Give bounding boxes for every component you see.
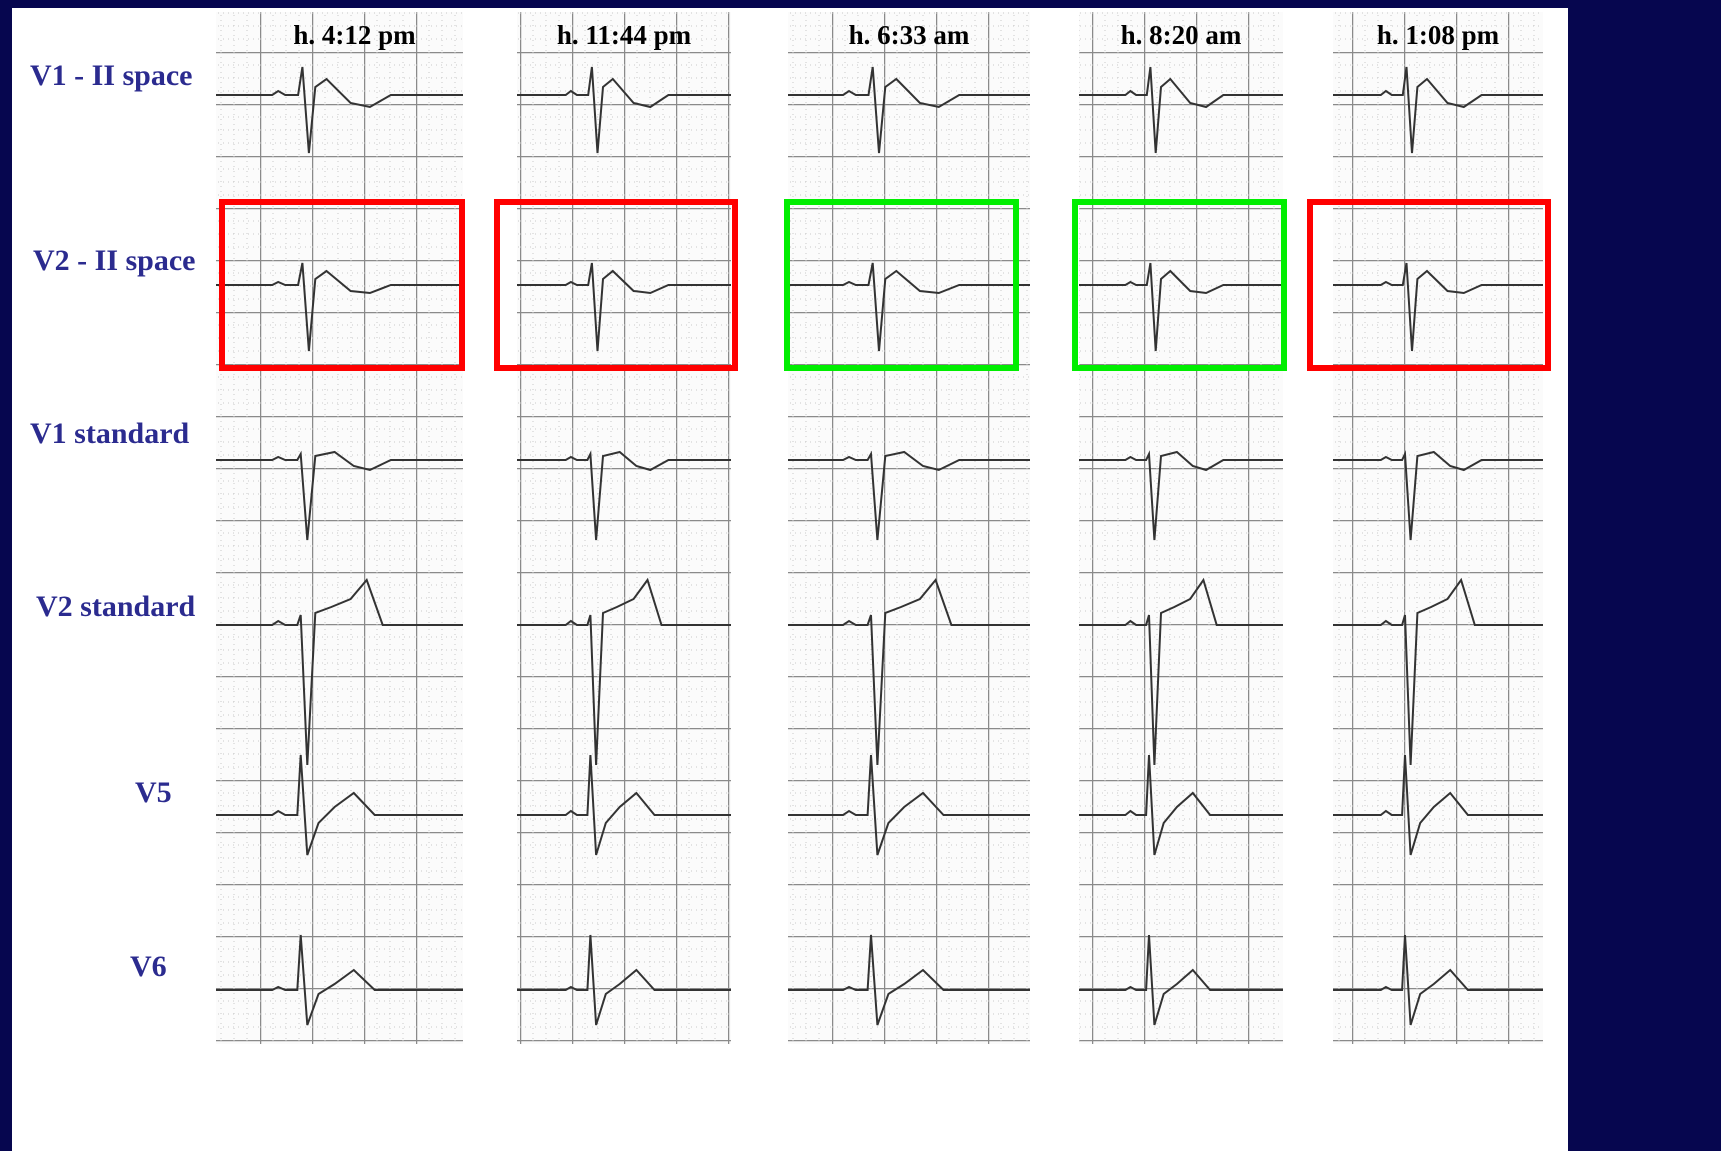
time-label: h. 8:20 am (1121, 20, 1242, 50)
lead-label: V1 standard (30, 417, 190, 450)
ecg-strip (216, 12, 463, 1044)
time-label: h. 11:44 pm (557, 20, 692, 50)
time-label: h. 1:08 pm (1377, 20, 1500, 50)
slide: h. 4:12 pm h. 11:44 pm h. 6:33 am h. 8:20 a… (0, 0, 1721, 1151)
lead-label: V6 (130, 950, 167, 983)
ecg-strip (788, 12, 1030, 1044)
ecg-strip (1333, 12, 1543, 1044)
lead-label: V1 - II space (30, 59, 193, 92)
time-label: h. 4:12 pm (293, 20, 416, 50)
lead-label: V5 (135, 776, 172, 809)
ecg-strip (1079, 12, 1283, 1044)
ecg-strip (517, 12, 731, 1044)
time-label: h. 6:33 am (849, 20, 970, 50)
ecg-strips (216, 12, 1548, 1044)
lead-label: V2 standard (36, 590, 196, 623)
lead-label: V2 - II space (33, 244, 196, 277)
